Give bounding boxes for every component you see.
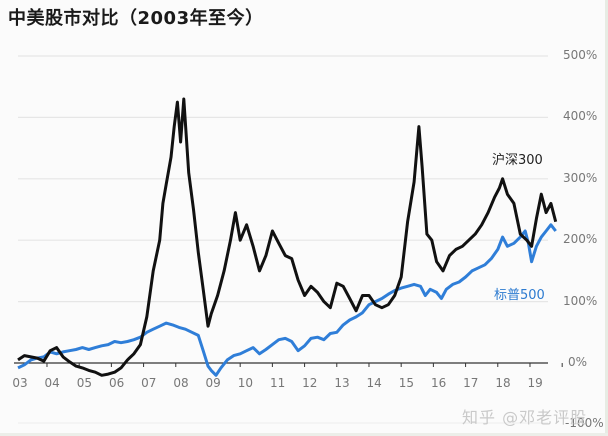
y-tick-label: 0% xyxy=(568,355,588,369)
x-tick-label: 18 xyxy=(495,376,511,390)
y-tick-label: 500% xyxy=(563,48,598,62)
x-tick-label: 12 xyxy=(302,376,318,390)
x-tick-label: 08 xyxy=(173,376,189,390)
y-tick-label: 200% xyxy=(563,232,598,247)
csi300-label: 沪深300 xyxy=(492,153,543,168)
gridlines xyxy=(18,55,548,424)
y-tick-label: 300% xyxy=(563,170,598,185)
watermark: 知乎 @邓老评股 xyxy=(462,408,588,427)
x-tick-label: 15 xyxy=(398,376,415,390)
y-tick-label: 400% xyxy=(563,109,598,124)
x-tick-label: 17 xyxy=(463,376,479,390)
y-tick-label: 100% xyxy=(563,293,598,308)
right-border xyxy=(605,0,608,436)
bottom-border xyxy=(0,433,608,436)
x-tick-label: 06 xyxy=(108,376,125,390)
x-tick-label: 11 xyxy=(269,376,286,390)
x-tick-label: 19 xyxy=(527,376,543,390)
x-tick-label: 07 xyxy=(141,376,157,390)
chart-title: 中美股市对比（2003年至今） xyxy=(8,8,264,29)
x-tick-label: 10 xyxy=(237,376,254,390)
x-tick-label: 04 xyxy=(44,376,60,390)
x-tick-label: 14 xyxy=(366,376,382,390)
x-tick-label: 03 xyxy=(12,376,28,390)
x-axis xyxy=(14,362,563,367)
x-tick-label: 05 xyxy=(76,376,93,390)
sp500-line xyxy=(17,223,557,377)
y-tick-label: -100% xyxy=(565,416,604,430)
x-tick-label: 16 xyxy=(430,376,447,390)
x-tick-label: 09 xyxy=(205,376,221,390)
sp500-label: 标普500 xyxy=(494,288,545,303)
x-tick-label: 13 xyxy=(334,376,350,390)
csi300-line xyxy=(17,97,558,377)
